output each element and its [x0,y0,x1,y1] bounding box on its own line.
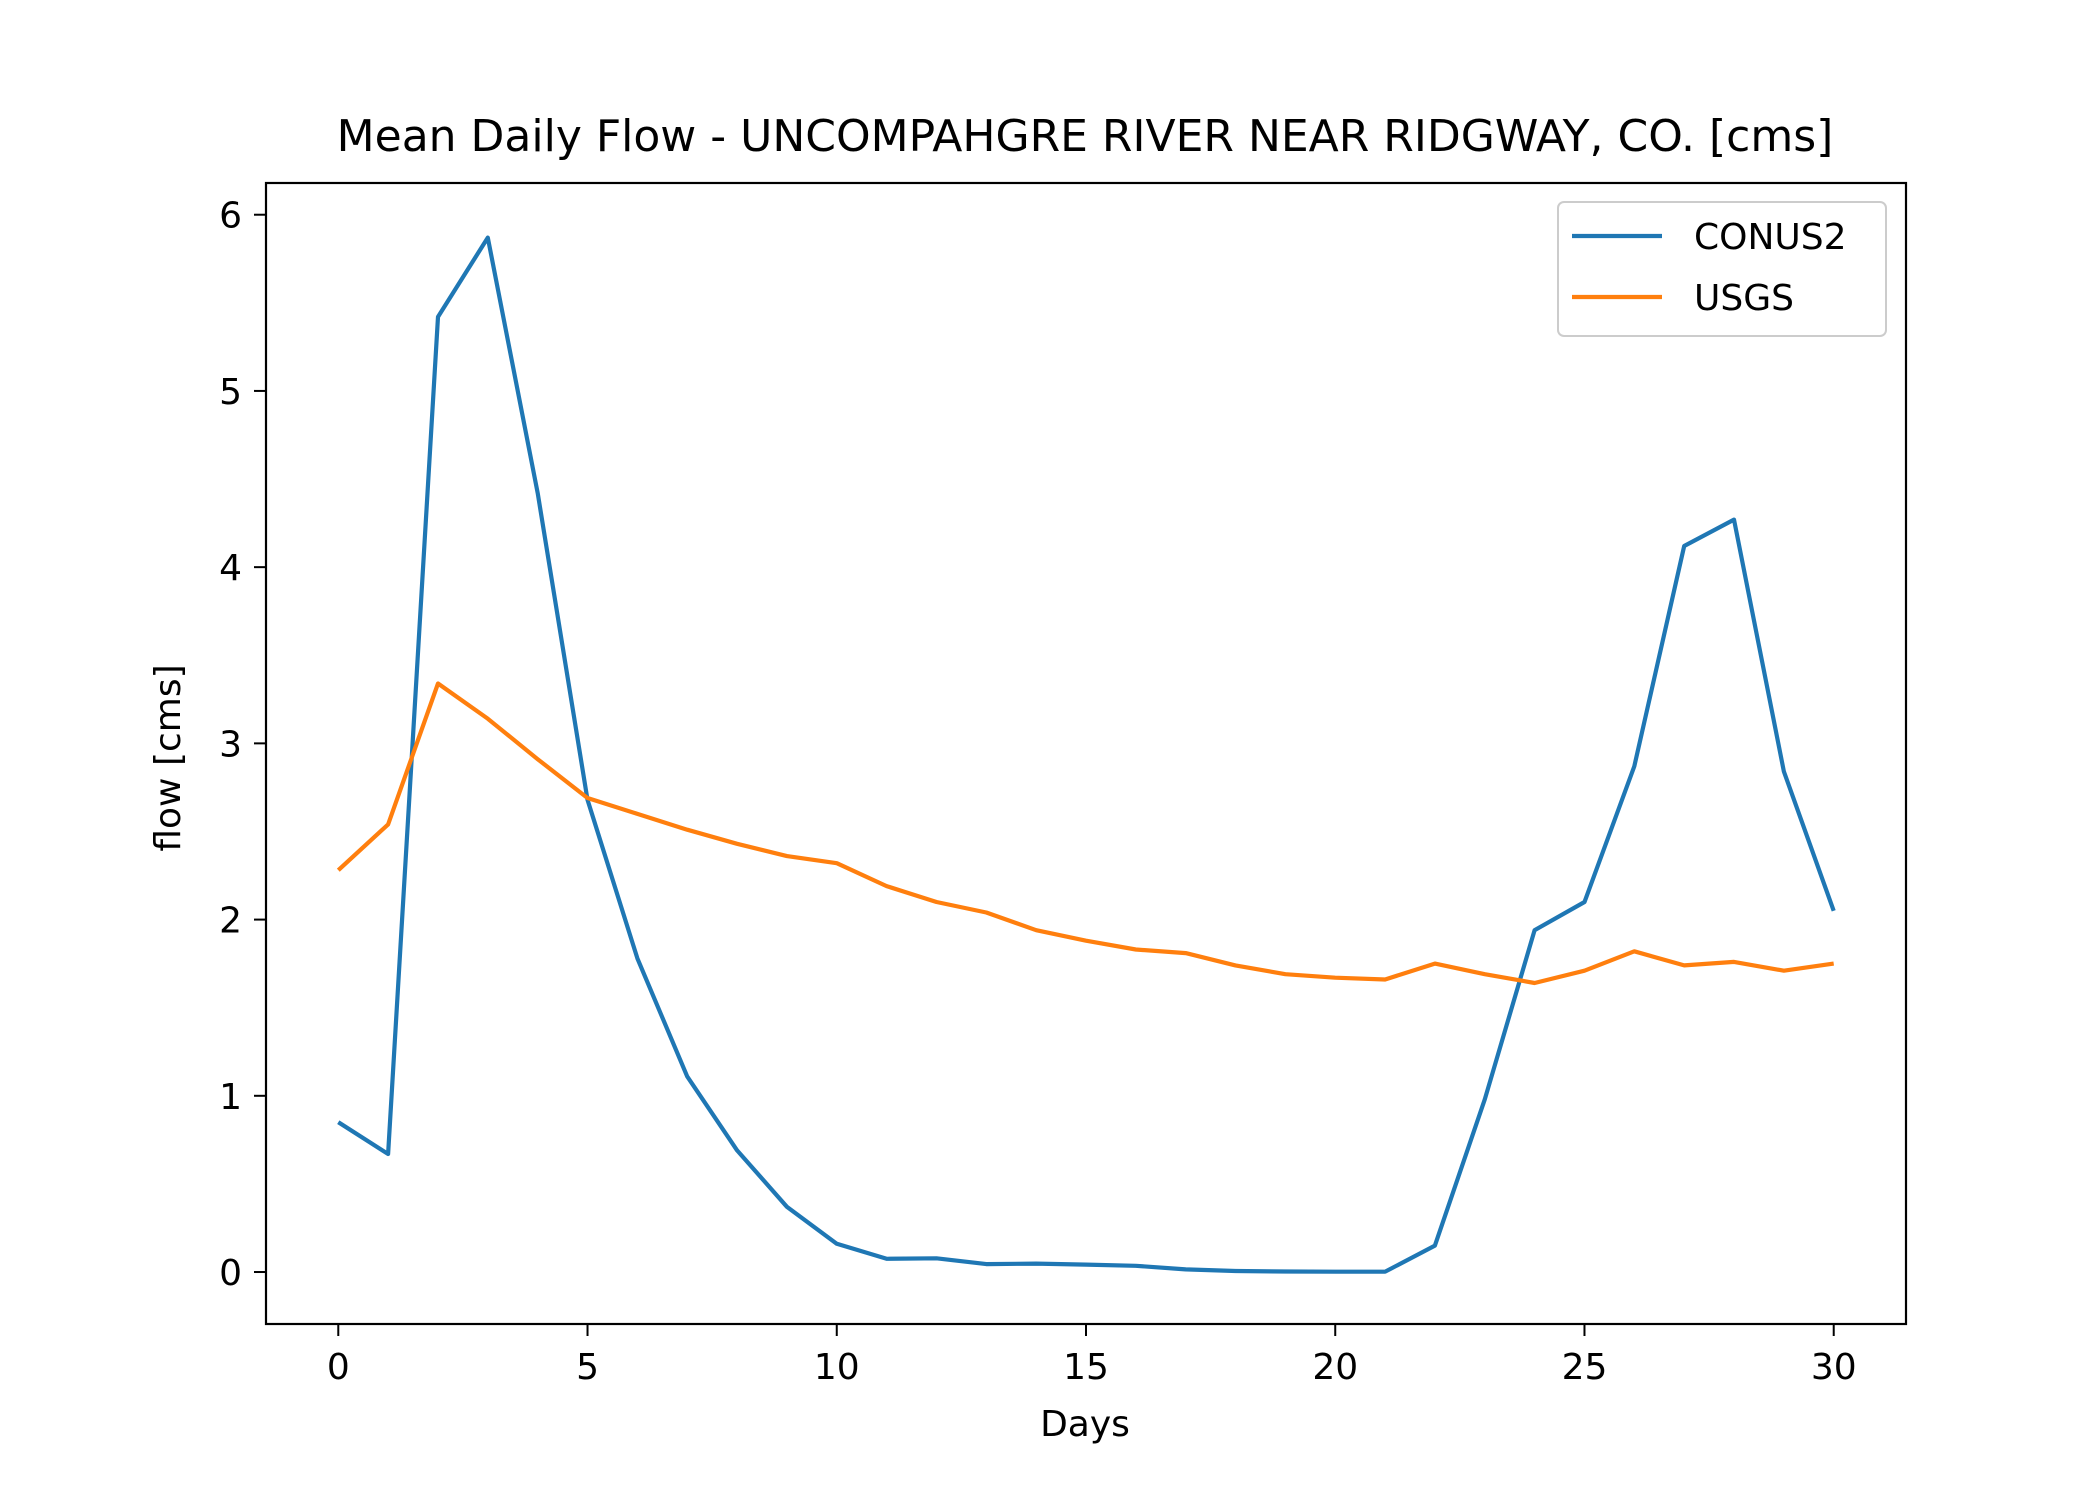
y-tick-label: 2 [219,901,242,942]
legend-label-usgs: USGS [1694,278,1794,319]
y-tick-label: 4 [219,548,242,589]
y-tick-label: 3 [219,724,242,765]
y-tick-label: 0 [219,1253,242,1294]
y-tick-label: 1 [219,1077,242,1118]
y-axis-label: flow [cms] [148,664,189,851]
axes: 0 5 10 15 20 25 30 0 1 2 3 4 5 6 [219,181,1908,1388]
x-tick-label: 0 [327,1347,350,1388]
x-tick-label: 10 [814,1347,860,1388]
x-tick-label: 15 [1063,1347,1109,1388]
legend: CONUS2 USGS [1557,201,1887,337]
series-line-usgs [336,681,1834,986]
x-tick-label: 5 [576,1347,599,1388]
x-tick-label: 25 [1562,1347,1608,1388]
legend-label-conus2: CONUS2 [1694,217,1847,258]
x-tick-label: 20 [1312,1347,1358,1388]
y-tick-label: 6 [219,196,242,237]
x-axis-label: Days [1040,1404,1130,1445]
chart-title: Mean Daily Flow - UNCOMPAHGRE RIVER NEAR… [337,111,1834,162]
x-tick-label: 30 [1811,1347,1857,1388]
plot-area [336,235,1836,1274]
y-tick-label: 5 [219,372,242,413]
